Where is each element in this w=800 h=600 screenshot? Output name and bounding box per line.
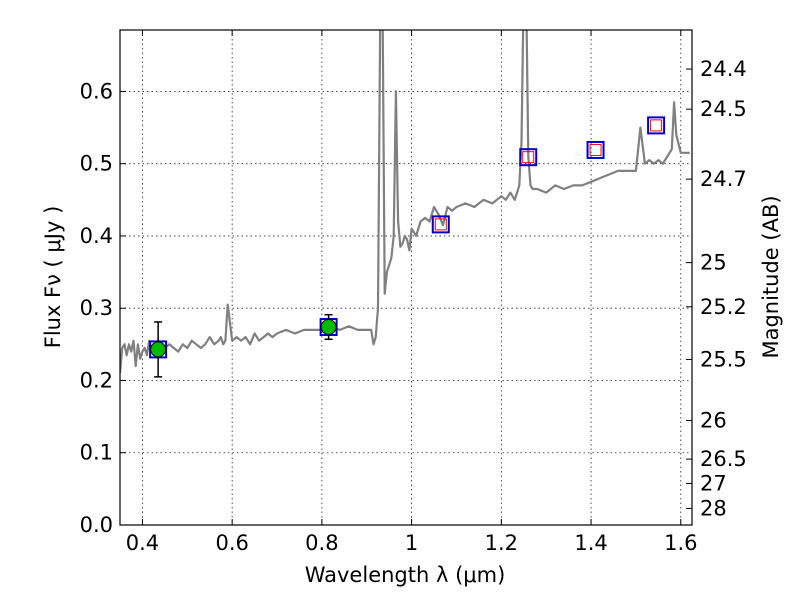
mag-tick-label: 24.5 (700, 97, 747, 121)
grid (120, 30, 692, 526)
y-tick-label: 0.5 (80, 152, 113, 176)
series-layer (120, 30, 690, 378)
model-band-square (647, 116, 666, 135)
observed-point (150, 341, 167, 358)
mag-tick-label: 25.2 (700, 295, 747, 319)
mag-tick-label: 26 (700, 409, 727, 433)
x-tick-label: 1 (405, 531, 418, 555)
x-tick-label: 1.2 (485, 531, 518, 555)
plot-frame (119, 29, 693, 526)
observed-point (320, 319, 337, 335)
mag-tick-label: 28 (700, 496, 727, 520)
upper-limit-square (522, 151, 535, 164)
y-axis-title: Flux Fν ( μJy ) (41, 206, 65, 349)
model-band-square (431, 215, 450, 234)
x-tick-label: 0.6 (215, 531, 248, 555)
x-axis-title: Wavelength λ (μm) (305, 563, 506, 587)
y-axis-right-title: Magnitude (AB) (759, 195, 783, 358)
ticks (120, 30, 692, 526)
y-tick-label: 0.2 (80, 368, 113, 392)
y-tick-label: 0.3 (80, 296, 113, 320)
mag-tick-label: 25.5 (700, 347, 747, 371)
x-tick-label: 1.4 (574, 531, 607, 555)
y-tick-label: 0.0 (80, 513, 113, 537)
upper-limit-square (589, 143, 602, 156)
tick-labels: 0.4 0.6 0.8 1 1.2 1.4 1.6 0.0 0.1 0.2 0.3 0.4 0.5 0.6… (80, 57, 747, 555)
x-tick-label: 1.6 (664, 531, 697, 555)
mag-tick-label: 27 (700, 471, 727, 495)
mag-tick-label: 24.7 (700, 167, 747, 191)
x-tick-label: 0.4 (126, 531, 159, 555)
model-band-square (519, 148, 538, 167)
model-band-square (586, 140, 605, 159)
y-tick-label: 0.1 (80, 441, 113, 465)
y-tick-label: 0.4 (80, 224, 113, 248)
spectrum-line (120, 30, 690, 374)
upper-limit-square (650, 119, 663, 132)
mag-tick-label: 24.4 (700, 57, 747, 81)
mag-tick-label: 26.5 (700, 447, 747, 471)
mag-tick-label: 25 (700, 251, 727, 275)
upper-limit-square (434, 218, 447, 231)
y-tick-label: 0.6 (80, 79, 113, 103)
x-tick-label: 0.8 (305, 531, 338, 555)
